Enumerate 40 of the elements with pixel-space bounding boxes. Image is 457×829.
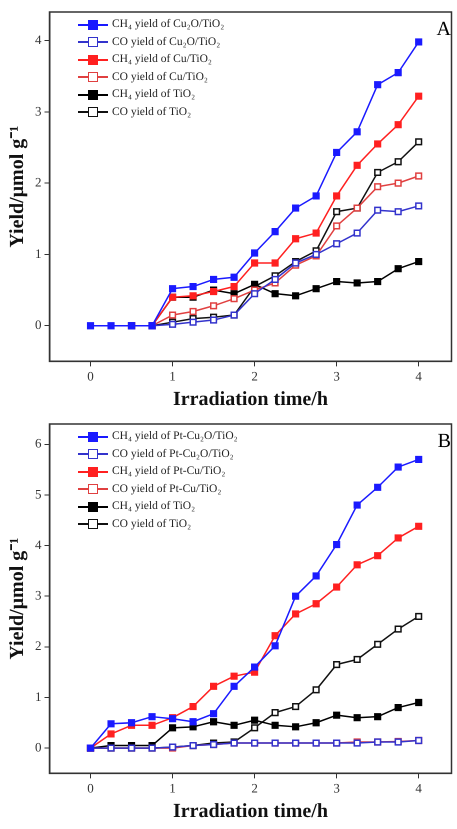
x-axis-title: Irradiation time/h [173,388,328,410]
y-tick-label: 2 [35,174,42,190]
x-tick-label: 1 [169,780,176,796]
y-tick-label: 4 [35,32,42,47]
legend-label: CO yield of Pt-Cu₂O/TiO₂ [112,446,234,462]
legend-label: CH₄ yield of Pt-Cu₂O/TiO₂ [112,429,238,444]
legend-label: CO yield of TiO₂ [112,516,192,532]
y-tick-label: 0 [35,317,42,332]
y-axis-title: Yield/μmol g⁻¹ [6,126,28,248]
y-tick-label: 0 [35,740,42,755]
annotation: B [438,430,451,453]
x-tick-label: 3 [333,368,340,384]
y-tick-label: 6 [35,436,42,451]
x-tick-label: 2 [251,780,258,796]
x-tick-label: 2 [251,368,258,384]
x-tick-label: 4 [415,780,422,796]
y-tick-label: 3 [35,103,42,118]
y-tick-label: 1 [35,246,42,261]
x-axis-title: Irradiation time/h [173,800,328,822]
legend-label: CH₄ yield of Cu₂O/TiO₂ [112,17,224,32]
legend-label: CO yield of Cu₂O/TiO₂ [112,34,220,50]
y-tick-label: 3 [35,588,42,603]
x-tick-label: 1 [169,368,176,384]
x-tick-label: 0 [87,368,94,384]
y-tick-label: 5 [35,486,42,502]
legend-label: CH₄ yield of TiO₂ [112,499,196,514]
legend-label: CH₄ yield of Pt-Cu/TiO₂ [112,464,226,479]
x-tick-label: 3 [333,780,340,796]
annotation: A [436,18,451,41]
y-axis-title: Yield/μmol g⁻¹ [6,538,28,660]
y-tick-label: 4 [35,536,42,552]
legend-label: CO yield of Pt-Cu/TiO₂ [112,482,222,496]
legend-label: CO yield of Cu/TiO₂ [112,70,208,84]
x-tick-label: 0 [87,780,94,796]
legend-label: CO yield of TiO₂ [112,104,192,120]
legend-label: CH₄ yield of TiO₂ [112,87,196,102]
x-tick-label: 4 [415,368,422,384]
legend-label: CH₄ yield of Cu/TiO₂ [112,52,212,67]
y-tick-label: 1 [35,688,42,704]
y-tick-label: 2 [35,638,42,654]
